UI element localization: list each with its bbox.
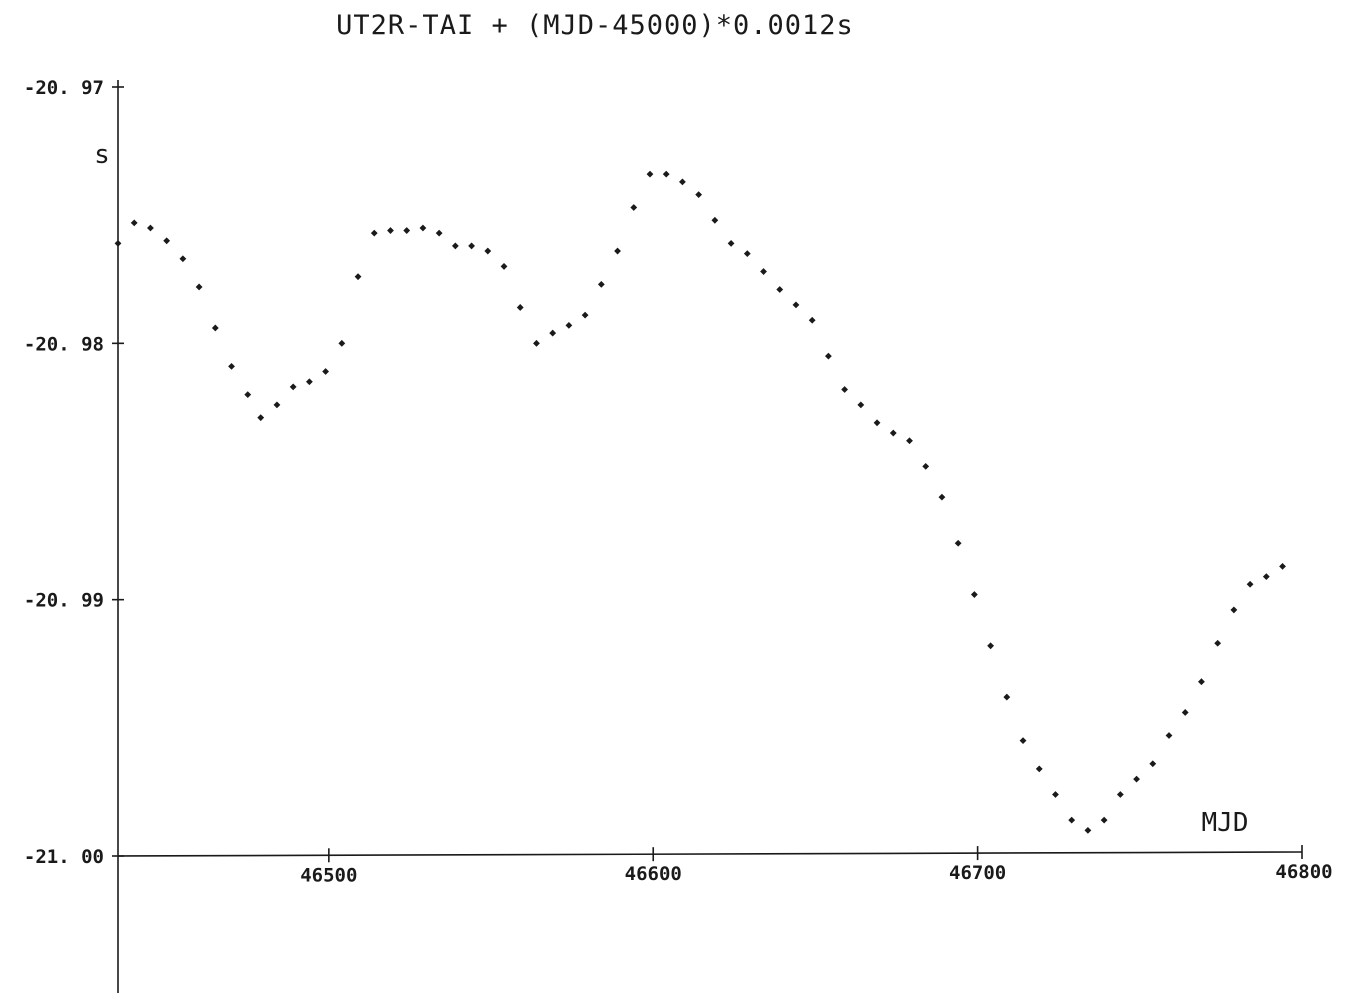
data-point — [1214, 639, 1222, 647]
data-point — [662, 170, 670, 178]
x-axis-label: MJD — [1202, 808, 1249, 838]
data-point — [387, 227, 394, 234]
data-point — [1165, 732, 1173, 739]
data-point — [305, 378, 313, 386]
data-point — [179, 255, 187, 263]
data-point — [1084, 826, 1092, 834]
data-point — [338, 339, 346, 347]
data-point — [1246, 580, 1254, 588]
data-point — [1116, 791, 1124, 798]
data-point — [1100, 816, 1108, 824]
data-point — [743, 250, 751, 258]
data-point — [841, 386, 849, 393]
chart-title: UT2R-TAI + (MJD-45000)*0.0012s — [336, 10, 854, 41]
data-point — [500, 263, 508, 270]
data-point — [257, 414, 265, 422]
data-point — [516, 304, 524, 311]
x-tick-label: 46700 — [949, 862, 1006, 884]
y-tick-label: -20. 99 — [24, 590, 104, 612]
data-point — [244, 391, 252, 398]
data-point — [922, 462, 930, 470]
data-point — [163, 237, 171, 245]
data-point — [987, 642, 994, 650]
data-point — [1052, 791, 1059, 798]
data-point — [484, 247, 492, 255]
data-point — [1068, 816, 1076, 824]
x-tick-label: 46800 — [1275, 861, 1332, 883]
data-point — [711, 216, 719, 224]
data-point — [533, 339, 540, 347]
data-point — [211, 324, 219, 332]
data-point — [679, 178, 686, 186]
data-point — [597, 280, 605, 288]
data-point — [1133, 775, 1140, 783]
data-point — [549, 329, 557, 337]
data-point — [565, 321, 573, 329]
y-tick-label: -20. 97 — [24, 77, 104, 99]
data-point — [581, 311, 589, 319]
data-point — [889, 429, 897, 437]
data-point — [147, 224, 154, 232]
data-point — [1019, 737, 1027, 745]
y-ticks: -20. 97 -20. 98 -20. 99 -21. 00 — [24, 77, 124, 868]
data-point — [289, 383, 297, 391]
data-point — [906, 437, 913, 445]
y-axis-label: s — [94, 140, 110, 170]
data-point — [1198, 678, 1205, 686]
x-axis — [117, 851, 1303, 857]
data-point — [228, 363, 235, 370]
data-point — [695, 191, 703, 199]
data-point — [1279, 562, 1286, 570]
data-point — [419, 224, 427, 232]
data-point — [808, 316, 816, 324]
data-point — [970, 591, 978, 598]
data-point — [1230, 606, 1238, 614]
data-point — [1262, 573, 1270, 580]
data-point — [451, 242, 459, 250]
data-point — [1149, 760, 1157, 768]
data-point — [954, 539, 962, 547]
data-point — [1181, 709, 1189, 716]
data-point — [760, 268, 767, 275]
data-point — [614, 247, 621, 255]
data-point — [195, 283, 203, 291]
y-tick-label: -20. 98 — [24, 333, 104, 355]
y-tick-label: -21. 00 — [24, 846, 104, 868]
data-point — [468, 242, 475, 250]
data-point — [322, 368, 330, 375]
data-point — [825, 352, 832, 360]
data-point — [273, 401, 281, 409]
data-point — [873, 419, 881, 427]
x-ticks: 46500 46600 46700 46800 — [300, 845, 1333, 886]
data-point — [938, 493, 946, 501]
x-tick-label: 46500 — [300, 864, 357, 886]
data-point — [792, 301, 800, 309]
data-point — [435, 229, 443, 237]
data-point — [370, 229, 378, 237]
data-point — [646, 170, 654, 178]
data-point — [130, 219, 138, 227]
data-point — [1035, 765, 1043, 773]
data-point — [403, 227, 411, 234]
data-point — [114, 239, 122, 247]
data-point — [354, 273, 362, 281]
data-point — [857, 401, 865, 409]
data-point — [630, 204, 638, 211]
x-tick-label: 46600 — [625, 863, 682, 885]
data-points — [114, 170, 1286, 834]
data-point — [727, 239, 735, 247]
data-point — [776, 286, 784, 293]
data-point — [1003, 693, 1011, 701]
